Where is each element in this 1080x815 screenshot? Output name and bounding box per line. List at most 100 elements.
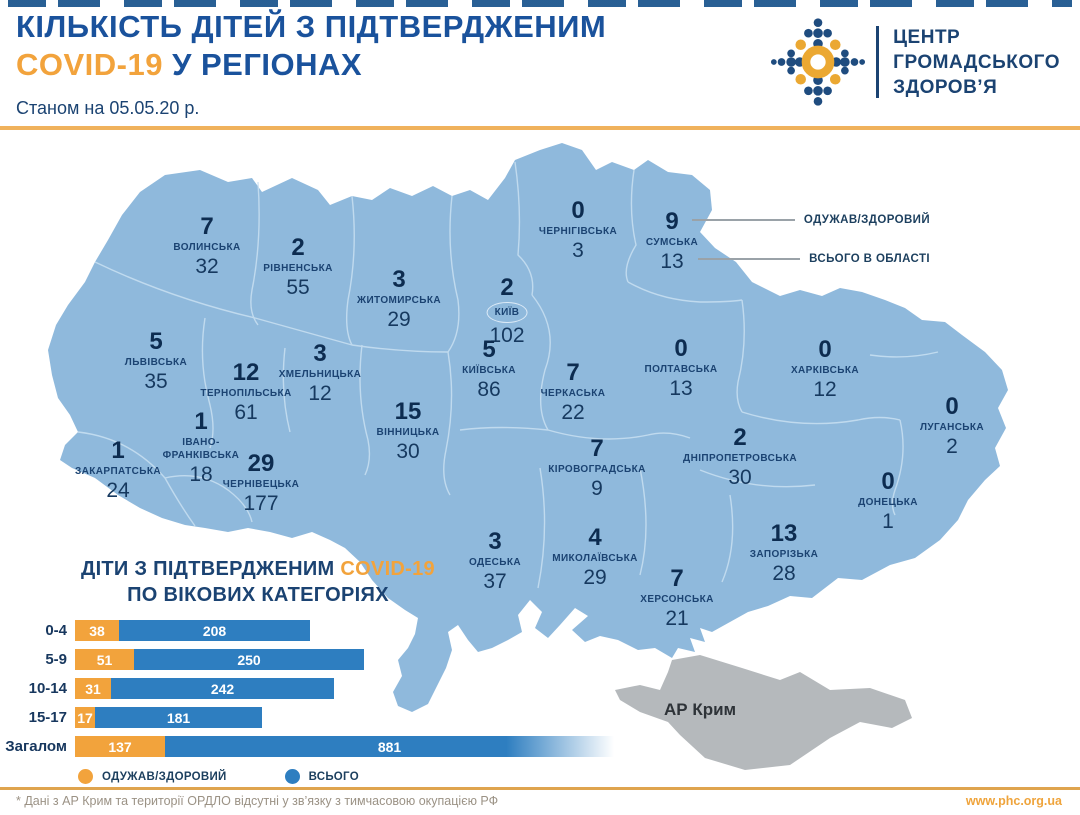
age-row-3: 15-17 17 181 <box>0 707 680 728</box>
age-chart-rows: 0-4 38 208 5-9 51 250 10-14 31 242 15-17 17 181 Зага… <box>0 620 680 757</box>
callout-total: ВСЬОГО В ОБЛАСТІ <box>698 253 930 265</box>
region-total-count: 177 <box>243 492 279 515</box>
region-name: СУМСЬКА <box>645 237 699 248</box>
region-total-count: 29 <box>583 566 607 589</box>
total-bar-segment: 208 <box>119 620 310 641</box>
region-total-count: 102 <box>489 324 525 347</box>
region-recovered-count: 0 <box>818 336 832 363</box>
region-name: ОДЕСЬКА <box>469 557 521 568</box>
region-name: ЗАКАРПАТСЬКА <box>74 466 162 477</box>
region-recovered-count: 2 <box>500 274 514 301</box>
crimea-label: АР Крим <box>664 700 737 719</box>
region-label-14: 1 ІВАНО- ФРАНКІВСЬКА 18 <box>162 408 240 486</box>
region-name: ІВАНО- ФРАНКІВСЬКА <box>162 437 240 461</box>
region-recovered-count: 2 <box>733 424 747 451</box>
region-total-count: 2 <box>946 435 958 458</box>
region-label-15: 1 ЗАКАРПАТСЬКА 24 <box>74 437 162 502</box>
total-dot-icon <box>284 769 300 784</box>
region-recovered-count: 9 <box>665 208 679 235</box>
region-label-13: 15 ВІННИЦЬКА 30 <box>376 398 440 463</box>
age-category-label: 5-9 <box>45 651 67 668</box>
region-recovered-count: 3 <box>313 340 327 367</box>
age-chart: ДІТИ З ПІДТВЕРДЖЕНИМ COVID-19 ПО ВІКОВИХ… <box>0 556 680 784</box>
region-name: ВІННИЦЬКА <box>376 427 440 438</box>
region-name: ЛЬВІВСЬКА <box>124 357 188 368</box>
region-total-count: 32 <box>195 255 219 278</box>
region-total-count: 30 <box>728 466 752 489</box>
region-recovered-count: 12 <box>232 359 260 386</box>
region-name: ЖИТОМИРСЬКА <box>357 295 441 306</box>
legend-item-recovered: ОДУЖАВ/ЗДОРОВИЙ <box>78 769 227 784</box>
total-bar-segment: 242 <box>111 678 334 699</box>
region-label-23: 13 ЗАПОРІЗЬКА 28 <box>750 520 819 585</box>
region-recovered-count: 1 <box>194 408 208 435</box>
region-recovered-count: 7 <box>200 213 214 240</box>
region-total-count: 37 <box>483 570 507 593</box>
crimea-shape <box>615 655 912 770</box>
top-crop-artifact <box>8 0 1072 7</box>
region-label-17: 7 КІРОВОГРАДСЬКА 9 <box>548 435 645 500</box>
region-name: ХЕРСОНСЬКА <box>640 594 714 605</box>
region-name: ДНІПРОПЕТРОВСЬКА <box>683 453 797 464</box>
region-total-count: 13 <box>660 250 684 273</box>
region-recovered-count: 15 <box>394 398 422 425</box>
as-of-date: Станом на 05.05.20 р. <box>16 98 200 118</box>
recovered-bar-segment: 137 <box>75 736 165 757</box>
region-total-count: 55 <box>286 276 310 299</box>
title-covid-accent: COVID-19 <box>16 47 163 82</box>
footnote: * Дані з АР Крим та території ОРДЛО відс… <box>16 794 499 808</box>
region-name: ХАРКІВСЬКА <box>790 365 860 376</box>
legend-total-label: ВСЬОГО <box>308 770 359 783</box>
recovered-dot-icon <box>78 769 93 784</box>
region-name: КИЇВСЬКА <box>462 365 516 376</box>
region-label-5: 2 КИЇВ 102 <box>486 274 528 347</box>
region-name: КИЇВ <box>486 302 528 323</box>
age-row-0: 0-4 38 208 <box>0 620 680 641</box>
ukraine-mainland-shape <box>48 143 1008 712</box>
region-label-0: 7 ВОЛИНСЬКА 32 <box>173 213 240 278</box>
callout-recovered: ОДУЖАВ/ЗДОРОВИЙ <box>692 214 930 226</box>
region-recovered-count: 7 <box>590 435 604 462</box>
region-recovered-count: 5 <box>482 336 496 363</box>
region-label-11: 12 ТЕРНОПІЛЬСЬКА 61 <box>200 359 292 424</box>
region-total-count: 21 <box>665 607 689 630</box>
region-label-18: 2 ДНІПРОПЕТРОВСЬКА 30 <box>683 424 797 489</box>
legend-item-total: ВСЬОГО <box>284 769 359 784</box>
region-label-6: 5 КИЇВСЬКА 86 <box>462 336 516 401</box>
region-total-count: 12 <box>308 382 332 405</box>
age-category-label: 10-14 <box>28 680 67 697</box>
age-chart-legend: ОДУЖАВ/ЗДОРОВИЙ ВСЬОГО <box>78 769 680 784</box>
region-name: ТЕРНОПІЛЬСЬКА <box>200 388 292 399</box>
region-name: ХМЕЛЬНИЦЬКА <box>278 369 362 380</box>
region-recovered-count: 1 <box>111 437 125 464</box>
logo-line2: ГРОМАДСЬКОГО <box>893 51 1060 73</box>
age-category-label: 15-17 <box>28 709 67 726</box>
region-recovered-count: 0 <box>881 468 895 495</box>
region-borders <box>77 161 939 589</box>
region-label-4: 9 СУМСЬКА 13 <box>645 208 699 273</box>
region-total-count: 30 <box>396 440 420 463</box>
chart-title-covid-accent: COVID-19 <box>340 558 435 580</box>
region-name: ЛУГАНСЬКА <box>919 422 985 433</box>
recovered-bar-segment: 31 <box>75 678 111 699</box>
region-recovered-count: 2 <box>291 234 305 261</box>
legend-recovered-label: ОДУЖАВ/ЗДОРОВИЙ <box>102 770 227 783</box>
region-total-count: 35 <box>144 370 168 393</box>
age-row-4: Загалом 137 881 <box>0 736 680 757</box>
region-recovered-count: 13 <box>770 520 798 547</box>
recovered-bar-segment: 51 <box>75 649 134 670</box>
region-label-20: 0 ДОНЕЦЬКА 1 <box>858 468 918 533</box>
total-bar-segment: 881 <box>165 736 614 757</box>
region-label-22: 4 МИКОЛАЇВСЬКА 29 <box>552 524 638 589</box>
region-recovered-count: 4 <box>588 524 602 551</box>
region-label-24: 7 ХЕРСОНСЬКА 21 <box>640 567 714 630</box>
age-row-1: 5-9 51 250 <box>0 649 680 670</box>
callout-line <box>698 258 801 260</box>
region-label-7: 7 ЧЕРКАСЬКА 22 <box>541 361 606 424</box>
region-name: РІВНЕНСЬКА <box>263 263 333 274</box>
region-name: ПОЛТАВСЬКА <box>644 364 718 375</box>
region-total-count: 61 <box>234 401 258 424</box>
callout-total-label: ВСЬОГО В ОБЛАСТІ <box>809 253 930 265</box>
region-recovered-count: 0 <box>945 393 959 420</box>
callout-recovered-label: ОДУЖАВ/ЗДОРОВИЙ <box>803 214 930 226</box>
